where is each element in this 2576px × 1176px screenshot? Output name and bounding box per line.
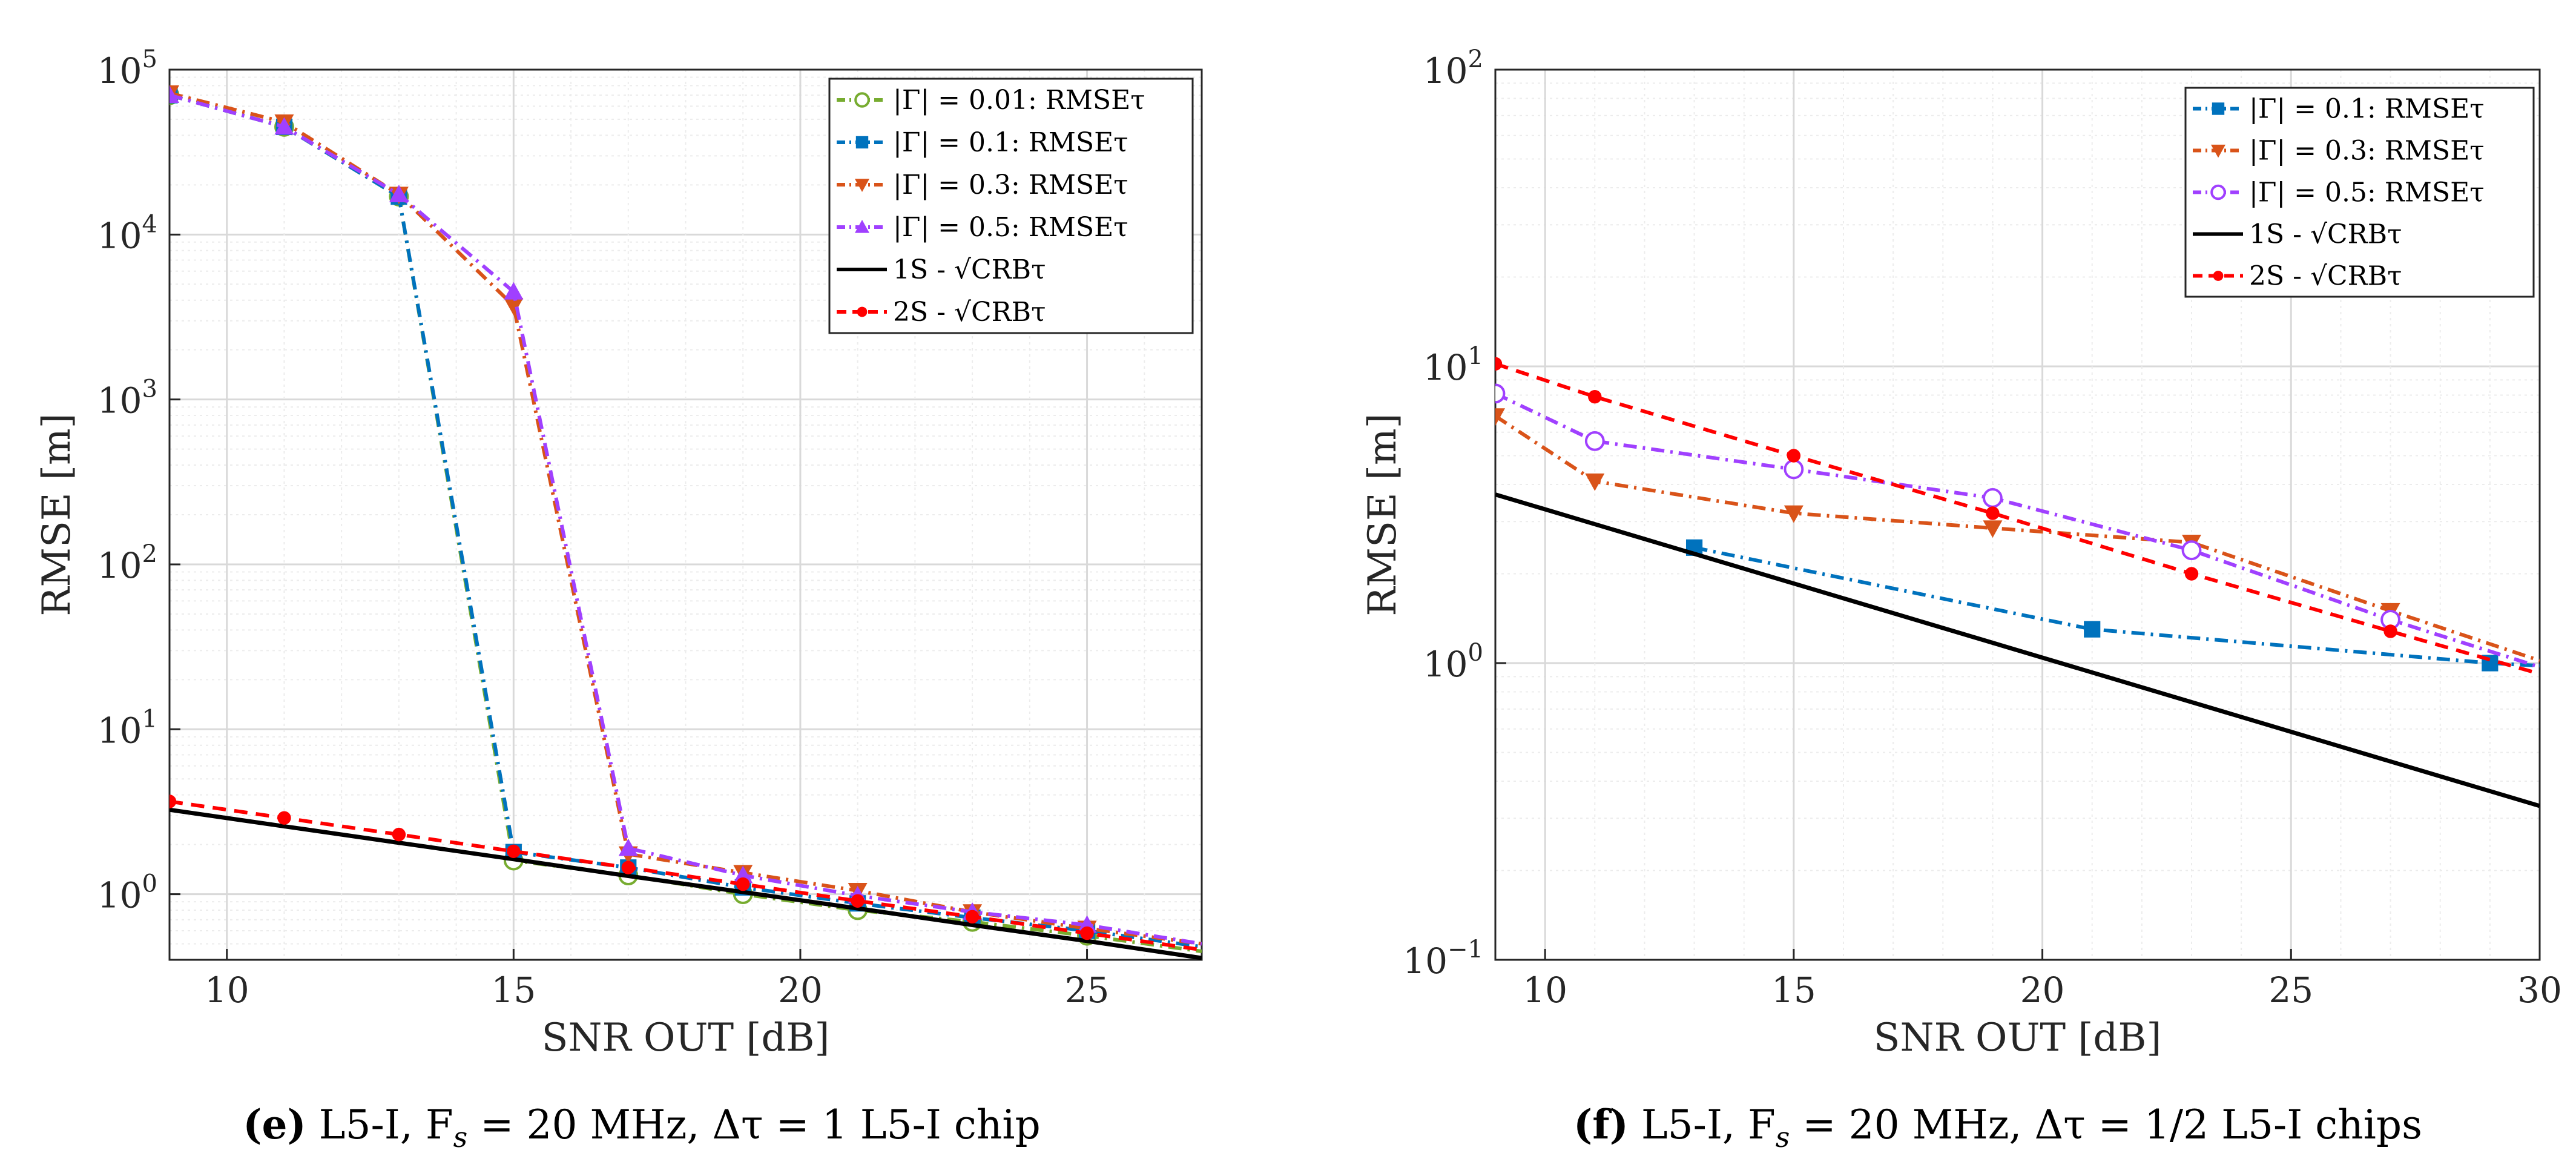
data-point <box>618 838 638 856</box>
x-tick-label: 15 <box>1771 970 1816 1011</box>
data-point <box>504 282 524 300</box>
data-point <box>1787 449 1801 463</box>
data-point <box>2084 621 2101 638</box>
axes-frame <box>168 68 1203 961</box>
x-tick-label: 10 <box>1523 970 1567 1011</box>
legend-marker <box>857 306 868 317</box>
figure-caption: (e) L5-I, Fs = 20 MHz, Δτ = 1 L5-I chip <box>243 1101 1041 1154</box>
data-point <box>1588 389 1602 404</box>
data-point <box>1077 915 1097 933</box>
data-point <box>1784 505 1804 523</box>
legend-label: |Γ| = 0.1: RMSEτ <box>893 127 1128 158</box>
series-line <box>1693 546 2540 668</box>
data-point <box>1584 431 1605 451</box>
y-tick-label: 100 <box>97 870 157 916</box>
legend: |Γ| = 0.1: RMSEτ |Γ| = 0.3: RMSEτ |Γ| = 0.… <box>2184 87 2535 298</box>
legend-label: |Γ| = 0.01: RMSEτ <box>893 85 1145 116</box>
legend-label: |Γ| = 0.1: RMSEτ <box>2249 94 2485 125</box>
legend-box <box>2184 87 2535 298</box>
legend-marker <box>855 136 869 149</box>
legend-box <box>828 78 1194 334</box>
legend-label: |Γ| = 0.5: RMSEτ <box>893 212 1128 243</box>
legend-label: |Γ| = 0.3: RMSEτ <box>2249 136 2485 167</box>
data-point <box>1983 520 2003 538</box>
data-point <box>277 811 291 825</box>
x-tick-label: 25 <box>1065 970 1110 1011</box>
figure-caption: (f) L5-I, Fs = 20 MHz, Δτ = 1/2 L5-I chi… <box>1573 1101 2422 1154</box>
legend-label: |Γ| = 0.3: RMSEτ <box>893 170 1128 200</box>
data-point <box>1784 459 1804 480</box>
data-point <box>170 794 177 808</box>
data-point <box>389 185 409 202</box>
legend-marker <box>854 92 870 108</box>
data-point <box>2184 567 2199 581</box>
y-tick-label: 101 <box>1423 342 1483 388</box>
data-point <box>2383 624 2397 638</box>
series-group <box>1495 357 2540 808</box>
data-point <box>507 844 521 859</box>
x-tick-label: 25 <box>2268 970 2313 1011</box>
data-point <box>1585 473 1605 491</box>
chart-panel-f: 10 15 20 25 30 10−1 100 101 102 SNR OUT [dB] RMSE … <box>1360 45 2562 1154</box>
legend-marker <box>2212 102 2225 115</box>
legend-marker <box>855 179 869 192</box>
y-axis-label: RMSE [m] <box>1360 413 1405 616</box>
y-tick-label: 103 <box>97 375 157 421</box>
data-point <box>2181 540 2202 561</box>
x-tick-label: 20 <box>778 970 823 1011</box>
series-line <box>170 91 1202 946</box>
data-point <box>504 298 524 315</box>
x-axis-label: SNR OUT [dB] <box>542 1016 830 1060</box>
legend-label: 2S - √CRBτ <box>2249 261 2402 292</box>
y-tick-label: 100 <box>1423 639 1483 685</box>
data-point <box>1080 926 1094 940</box>
legend-label: |Γ| = 0.5: RMSEτ <box>2249 177 2485 208</box>
data-point <box>736 877 750 891</box>
x-tick-label: 30 <box>2517 970 2562 1011</box>
x-axis-label: SNR OUT [dB] <box>1874 1016 2162 1060</box>
y-axis-label: RMSE [m] <box>35 413 79 616</box>
y-tick-label: 102 <box>97 540 157 586</box>
x-tick-label: 20 <box>2020 970 2065 1011</box>
data-point <box>1495 383 1506 404</box>
legend-marker <box>2213 271 2224 281</box>
legend-marker <box>2211 144 2225 158</box>
data-point <box>965 910 980 924</box>
chart-panel-e: 10 15 20 25 100 101 102 103 104 105 SNR OUT [dB] RM… <box>35 45 1203 1154</box>
data-point <box>621 861 635 874</box>
data-point <box>170 85 179 103</box>
data-point <box>274 117 294 135</box>
data-point <box>1983 488 2003 508</box>
series-line <box>170 93 1202 949</box>
axes-frame <box>1494 68 2541 961</box>
data-point <box>1495 357 1503 371</box>
legend-label: 2S - √CRBτ <box>893 297 1046 328</box>
data-point <box>851 894 865 908</box>
series-group <box>170 85 1202 960</box>
y-tick-label: 104 <box>97 210 157 256</box>
y-tick-label: 101 <box>97 705 157 751</box>
data-point <box>1495 408 1505 426</box>
data-point <box>733 865 753 884</box>
data-point <box>392 827 406 842</box>
y-tick-label: 102 <box>1423 45 1483 91</box>
legend-marker <box>2210 184 2226 200</box>
series-line <box>1495 492 2540 808</box>
y-tick-label: 10−1 <box>1403 936 1483 982</box>
x-tick-label: 10 <box>205 970 249 1011</box>
data-point <box>1986 506 2000 520</box>
legend: |Γ| = 0.01: RMSEτ |Γ| = 0.1: RMSEτ |Γ| = 0… <box>828 78 1194 334</box>
legend-label: 1S - √CRBτ <box>2249 219 2402 250</box>
legend-label: 1S - √CRBτ <box>893 254 1046 285</box>
series-line <box>170 807 1202 960</box>
legend-marker <box>855 220 869 233</box>
y-tick-label: 105 <box>97 45 157 91</box>
x-tick-label: 15 <box>491 970 536 1011</box>
